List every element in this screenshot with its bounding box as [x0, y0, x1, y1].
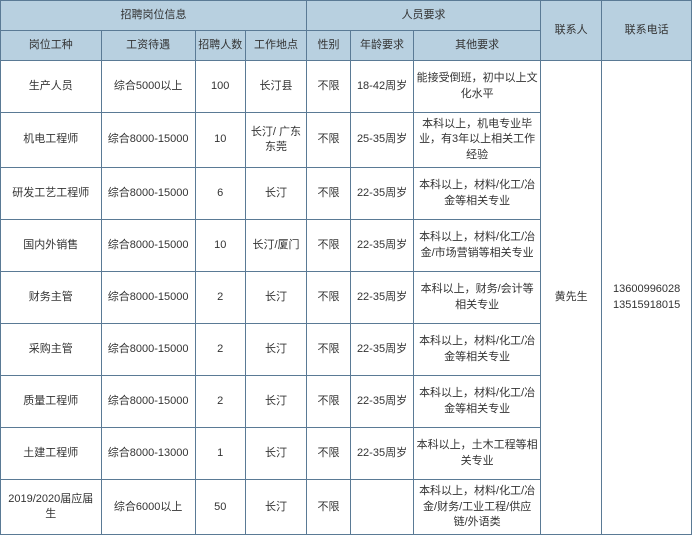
phone-line-1: 13600996028 — [604, 282, 689, 297]
cell-location: 长汀县 — [245, 61, 306, 113]
cell-age: 22-35周岁 — [350, 272, 413, 324]
cell-salary: 综合8000-15000 — [101, 113, 195, 168]
cell-count: 100 — [195, 61, 245, 113]
cell-location: 长汀 — [245, 376, 306, 428]
cell-role: 生产人员 — [1, 61, 102, 113]
header-contact-phone: 联系电话 — [602, 1, 692, 61]
phone-line-2: 13515918015 — [604, 298, 689, 313]
cell-gender: 不限 — [307, 428, 351, 480]
cell-age — [350, 480, 413, 535]
cell-other: 本科以上，机电专业毕业，有3年以上相关工作经验 — [414, 113, 541, 168]
cell-age: 22-35周岁 — [350, 168, 413, 220]
cell-other: 本科以上，材料/化工/冶金等相关专业 — [414, 376, 541, 428]
cell-salary: 综合8000-15000 — [101, 272, 195, 324]
cell-location: 长汀 — [245, 168, 306, 220]
cell-role: 机电工程师 — [1, 113, 102, 168]
cell-other: 本科以上，材料/化工/冶金/市场营销等相关专业 — [414, 220, 541, 272]
cell-salary: 综合8000-15000 — [101, 168, 195, 220]
cell-other: 本科以上，材料/化工/冶金/财务/工业工程/供应链/外语类 — [414, 480, 541, 535]
cell-other: 本科以上，材料/化工/冶金等相关专业 — [414, 168, 541, 220]
cell-gender: 不限 — [307, 220, 351, 272]
cell-location: 长汀 — [245, 324, 306, 376]
cell-count: 50 — [195, 480, 245, 535]
cell-role: 国内外销售 — [1, 220, 102, 272]
cell-location: 长汀 — [245, 428, 306, 480]
cell-age: 18-42周岁 — [350, 61, 413, 113]
header-count: 招聘人数 — [195, 31, 245, 61]
cell-salary: 综合8000-13000 — [101, 428, 195, 480]
header-other: 其他要求 — [414, 31, 541, 61]
cell-count: 10 — [195, 220, 245, 272]
header-role: 岗位工种 — [1, 31, 102, 61]
cell-other: 能接受倒班，初中以上文化水平 — [414, 61, 541, 113]
cell-location: 长汀/ 广东东莞 — [245, 113, 306, 168]
cell-gender: 不限 — [307, 324, 351, 376]
cell-role: 采购主管 — [1, 324, 102, 376]
cell-salary: 综合8000-15000 — [101, 376, 195, 428]
cell-count: 2 — [195, 272, 245, 324]
cell-age: 22-35周岁 — [350, 220, 413, 272]
header-age: 年龄要求 — [350, 31, 413, 61]
cell-count: 10 — [195, 113, 245, 168]
cell-count: 2 — [195, 376, 245, 428]
cell-gender: 不限 — [307, 480, 351, 535]
header-salary: 工资待遇 — [101, 31, 195, 61]
cell-salary: 综合8000-15000 — [101, 220, 195, 272]
header-contact-person: 联系人 — [541, 1, 602, 61]
header-location: 工作地点 — [245, 31, 306, 61]
cell-role: 研发工艺工程师 — [1, 168, 102, 220]
cell-role: 财务主管 — [1, 272, 102, 324]
cell-location: 长汀/厦门 — [245, 220, 306, 272]
cell-salary: 综合8000-15000 — [101, 324, 195, 376]
recruitment-table: 招聘岗位信息 人员要求 联系人 联系电话 岗位工种 工资待遇 招聘人数 工作地点… — [0, 0, 692, 535]
header-group-position: 招聘岗位信息 — [1, 1, 307, 31]
cell-count: 2 — [195, 324, 245, 376]
cell-age: 22-35周岁 — [350, 324, 413, 376]
table-body: 生产人员综合5000以上100长汀县不限18-42周岁能接受倒班，初中以上文化水… — [1, 61, 692, 535]
cell-age: 22-35周岁 — [350, 428, 413, 480]
cell-location: 长汀 — [245, 480, 306, 535]
cell-salary: 综合6000以上 — [101, 480, 195, 535]
cell-role: 土建工程师 — [1, 428, 102, 480]
header-gender: 性别 — [307, 31, 351, 61]
cell-role: 质量工程师 — [1, 376, 102, 428]
cell-other: 本科以上，材料/化工/冶金等相关专业 — [414, 324, 541, 376]
header-group-requirement: 人员要求 — [307, 1, 541, 31]
cell-role: 2019/2020届应届生 — [1, 480, 102, 535]
header-row-1: 招聘岗位信息 人员要求 联系人 联系电话 — [1, 1, 692, 31]
cell-gender: 不限 — [307, 376, 351, 428]
cell-age: 22-35周岁 — [350, 376, 413, 428]
cell-gender: 不限 — [307, 168, 351, 220]
cell-location: 长汀 — [245, 272, 306, 324]
cell-age: 25-35周岁 — [350, 113, 413, 168]
cell-gender: 不限 — [307, 61, 351, 113]
cell-contact-phone: 1360099602813515918015 — [602, 61, 692, 535]
cell-gender: 不限 — [307, 272, 351, 324]
cell-contact-name: 黄先生 — [541, 61, 602, 535]
cell-other: 本科以上，土木工程等相关专业 — [414, 428, 541, 480]
cell-count: 6 — [195, 168, 245, 220]
cell-other: 本科以上，财务/会计等相关专业 — [414, 272, 541, 324]
table-row: 生产人员综合5000以上100长汀县不限18-42周岁能接受倒班，初中以上文化水… — [1, 61, 692, 113]
cell-salary: 综合5000以上 — [101, 61, 195, 113]
cell-gender: 不限 — [307, 113, 351, 168]
cell-count: 1 — [195, 428, 245, 480]
